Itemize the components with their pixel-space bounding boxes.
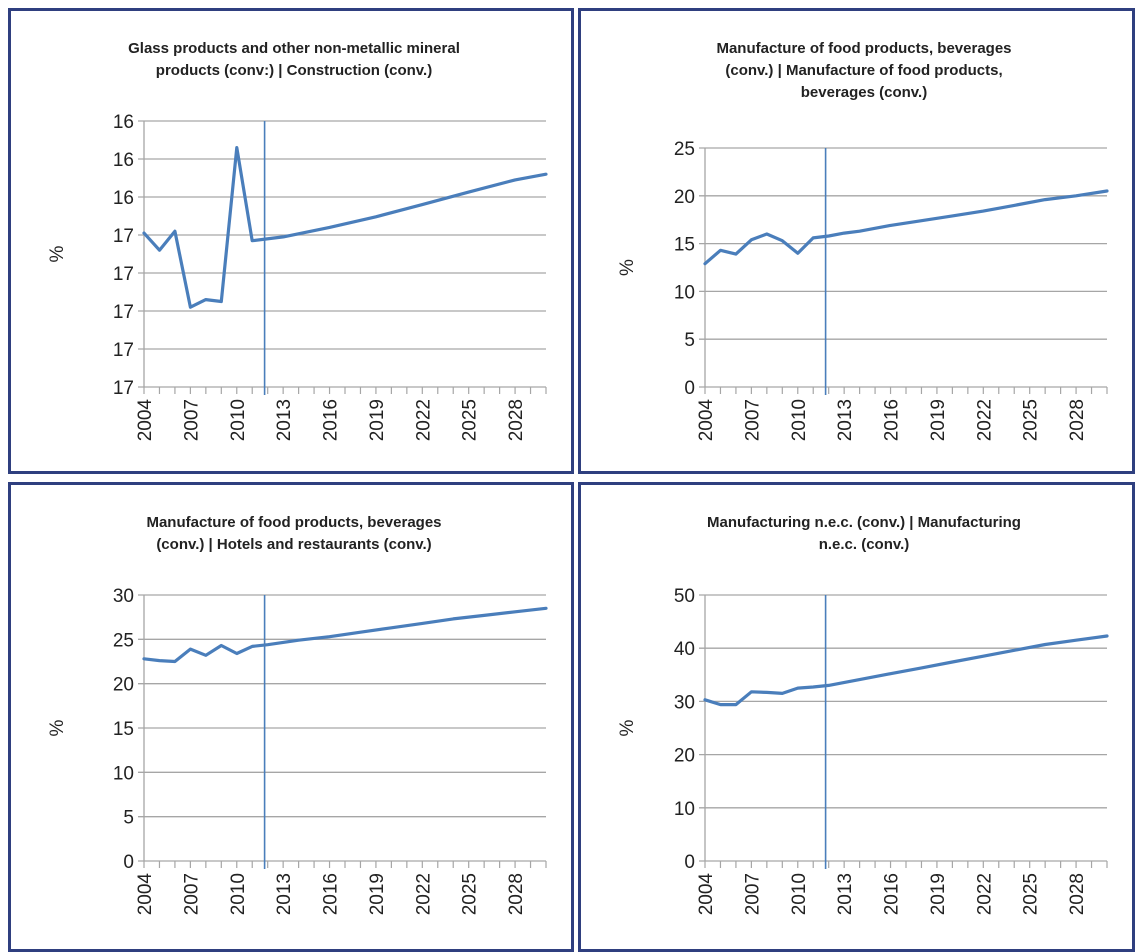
- x-tick-label: 2004: [135, 873, 156, 916]
- x-tick-label: 2016: [321, 399, 342, 441]
- y-tick-label: 0: [684, 378, 695, 399]
- series-line: [703, 634, 1109, 707]
- y-tick-label: 10: [113, 763, 134, 784]
- x-tick-label: 2025: [460, 399, 481, 441]
- y-tick-label: 50: [674, 586, 695, 607]
- y-axis-label: %: [617, 719, 638, 736]
- x-tick-label: 2025: [1021, 873, 1042, 915]
- x-tick-label: 2007: [742, 399, 763, 441]
- y-axis-label: %: [617, 259, 638, 276]
- y-tick-label: 40: [674, 639, 695, 660]
- y-tick-label: 16: [113, 150, 134, 171]
- x-tick-label: 2016: [882, 399, 903, 441]
- chart-panel-manufacturing-nec: Manufacturing n.e.c. (conv.) | Manufactu…: [578, 482, 1135, 952]
- x-tick-label: 2019: [928, 399, 949, 441]
- x-tick-label: 2028: [1067, 873, 1088, 915]
- x-tick-label: 2022: [413, 873, 434, 915]
- x-tick-label: 2007: [181, 873, 202, 915]
- line-chart: Glass products and other non-metallic mi…: [47, 40, 548, 442]
- y-tick-label: 5: [684, 330, 695, 351]
- x-tick-label: 2007: [181, 399, 202, 441]
- series-line: [142, 606, 548, 664]
- chart-panel-food-food: Manufacture of food products, beverages (…: [578, 8, 1135, 474]
- x-tick-label: 2025: [1021, 399, 1042, 441]
- x-tick-label: 2010: [789, 873, 810, 915]
- y-tick-label: 25: [113, 630, 134, 651]
- series-line: [703, 189, 1109, 266]
- x-tick-label: 2013: [835, 873, 856, 915]
- y-tick-label: 17: [113, 264, 134, 285]
- x-tick-label: 2004: [696, 399, 717, 442]
- chart-title-line: Glass products and other non-metallic mi…: [128, 40, 460, 57]
- y-tick-label: 15: [113, 719, 134, 740]
- x-tick-label: 2019: [367, 873, 388, 915]
- y-tick-label: 20: [113, 675, 134, 696]
- y-tick-label: 17: [113, 378, 134, 399]
- line-chart: Manufacture of food products, beverages (…: [617, 40, 1109, 442]
- x-tick-label: 2013: [274, 873, 295, 915]
- x-tick-label: 2016: [882, 873, 903, 915]
- y-tick-label: 17: [113, 226, 134, 247]
- x-tick-label: 2028: [1067, 399, 1088, 441]
- x-tick-label: 2013: [274, 399, 295, 441]
- x-tick-label: 2019: [928, 873, 949, 915]
- x-tick-label: 2019: [367, 399, 388, 441]
- x-tick-label: 2010: [228, 399, 249, 441]
- y-tick-label: 17: [113, 302, 134, 323]
- y-tick-label: 16: [113, 188, 134, 209]
- y-axis-label: %: [47, 245, 68, 262]
- line-chart: Manufacturing n.e.c. (conv.) | Manufactu…: [617, 514, 1109, 916]
- x-tick-label: 2022: [974, 873, 995, 915]
- chart-title-line: (conv.) | Hotels and restaurants (conv.): [156, 536, 431, 553]
- x-tick-label: 2004: [135, 399, 156, 442]
- y-tick-label: 30: [113, 586, 134, 607]
- y-axis-label: %: [47, 719, 68, 736]
- x-tick-label: 2004: [696, 873, 717, 916]
- x-tick-label: 2025: [460, 873, 481, 915]
- y-tick-label: 20: [674, 746, 695, 767]
- y-tick-label: 30: [674, 692, 695, 713]
- chart-title-line: products (conv:) | Construction (conv.): [156, 62, 432, 79]
- y-tick-label: 0: [684, 852, 695, 873]
- y-tick-label: 10: [674, 799, 695, 820]
- x-tick-label: 2007: [742, 873, 763, 915]
- chart-title-line: n.e.c. (conv.): [819, 536, 910, 553]
- x-tick-label: 2010: [228, 873, 249, 915]
- x-tick-label: 2022: [974, 399, 995, 441]
- chart-title-line: Manufacture of food products, beverages: [146, 514, 441, 531]
- chart-panel-glass-construction: Glass products and other non-metallic mi…: [8, 8, 574, 474]
- chart-title-line: Manufacturing n.e.c. (conv.) | Manufactu…: [707, 514, 1021, 531]
- line-chart: Manufacture of food products, beverages (…: [47, 514, 548, 916]
- y-tick-label: 17: [113, 340, 134, 361]
- x-tick-label: 2013: [835, 399, 856, 441]
- x-tick-label: 2010: [789, 399, 810, 441]
- chart-title-line: beverages (conv.): [801, 84, 927, 101]
- y-tick-label: 10: [674, 282, 695, 303]
- series-line: [142, 146, 548, 309]
- x-tick-label: 2016: [321, 873, 342, 915]
- x-tick-label: 2028: [506, 873, 527, 915]
- chart-panel-food-hotels: Manufacture of food products, beverages (…: [8, 482, 574, 952]
- x-tick-label: 2028: [506, 399, 527, 441]
- y-tick-label: 15: [674, 235, 695, 256]
- y-tick-label: 5: [123, 808, 134, 829]
- chart-title-line: Manufacture of food products, beverages: [716, 40, 1011, 57]
- chart-title-line: (conv.) | Manufacture of food products,: [725, 62, 1002, 79]
- y-tick-label: 20: [674, 187, 695, 208]
- y-tick-label: 25: [674, 139, 695, 160]
- x-tick-label: 2022: [413, 399, 434, 441]
- y-tick-label: 16: [113, 112, 134, 133]
- y-tick-label: 0: [123, 852, 134, 873]
